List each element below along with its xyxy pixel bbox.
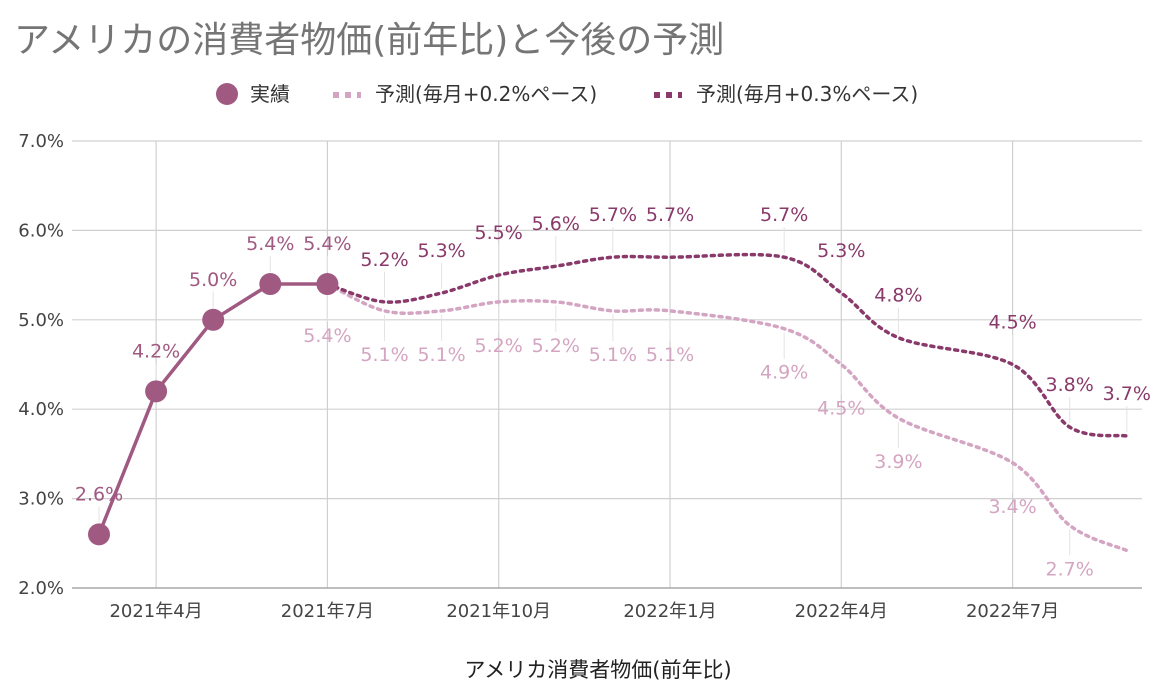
legend-label-actual: 実績 xyxy=(250,82,290,106)
data-label-actual: 5.4% xyxy=(246,233,294,255)
data-label-forecast-03: 5.5% xyxy=(475,222,523,244)
series-actual-point xyxy=(202,308,225,331)
data-label-forecast-03: 4.5% xyxy=(988,312,1036,334)
series-actual-point xyxy=(316,273,339,296)
data-labels: 2.6% 4.2% 5.0% 5.4% 5.4% 5.4% 5.1% 5.1% 5.2% 5.2%… xyxy=(75,204,1151,580)
data-label-forecast-02: 5.2% xyxy=(532,335,580,357)
label-leader-lines xyxy=(98,227,1128,556)
data-label-forecast-03: 5.7% xyxy=(760,204,808,226)
x-tick-label: 2021年10月 xyxy=(446,601,551,622)
data-label-forecast-03: 4.8% xyxy=(874,285,922,307)
data-label-actual: 4.2% xyxy=(132,340,180,362)
data-label-actual: 5.0% xyxy=(189,269,237,291)
series-forecast-03-line xyxy=(325,252,1129,438)
data-label-forecast-03: 5.7% xyxy=(646,204,694,226)
series xyxy=(88,252,1129,553)
y-axis-ticks: 2.0% 3.0% 4.0% 5.0% 6.0% 7.0% xyxy=(18,131,64,599)
data-label-forecast-02: 5.1% xyxy=(417,344,465,366)
data-label-forecast-03: 5.3% xyxy=(817,240,865,262)
data-label-forecast-02: 5.4% xyxy=(303,325,351,347)
data-label-forecast-03: 3.7% xyxy=(1103,383,1151,405)
legend-label-forecast-02: 予測(毎月+0.2%ペース) xyxy=(375,82,597,106)
series-actual-point xyxy=(88,523,110,546)
x-tick-label: 2021年4月 xyxy=(109,601,202,622)
data-label-forecast-02: 5.1% xyxy=(589,344,637,366)
data-label-actual: 5.4% xyxy=(303,233,351,255)
data-label-forecast-02: 4.5% xyxy=(817,398,865,420)
data-label-forecast-02: 3.4% xyxy=(988,496,1036,518)
y-tick-label: 2.0% xyxy=(18,578,64,599)
legend: 実績 予測(毎月+0.2%ペース) 予測(毎月+0.3%ペース) xyxy=(216,82,918,106)
data-label-forecast-03: 5.6% xyxy=(532,213,580,235)
data-label-forecast-03: 5.3% xyxy=(417,240,465,262)
y-tick-label: 3.0% xyxy=(18,489,64,510)
x-tick-label: 2022年7月 xyxy=(966,601,1059,622)
chart-title: アメリカの消費者物価(前年比)と今後の予測 xyxy=(14,20,724,61)
x-tick-label: 2022年1月 xyxy=(623,601,716,622)
data-label-actual: 2.6% xyxy=(75,483,123,505)
grid xyxy=(72,140,1142,589)
x-tick-label: 2022年4月 xyxy=(795,601,888,622)
data-label-forecast-02: 5.1% xyxy=(360,344,408,366)
x-axis-label: アメリカ消費者物価(前年比) xyxy=(464,658,731,682)
data-label-forecast-02: 4.9% xyxy=(760,362,808,384)
x-tick-label: 2021年7月 xyxy=(281,601,374,622)
y-tick-label: 4.0% xyxy=(18,399,64,420)
data-label-forecast-02: 2.7% xyxy=(1046,558,1094,580)
data-label-forecast-03: 5.2% xyxy=(360,249,408,271)
data-label-forecast-02: 5.1% xyxy=(646,344,694,366)
x-axis-ticks: 2021年4月 2021年7月 2021年10月 2022年1月 2022年4月 2022… xyxy=(109,601,1059,622)
data-label-forecast-02: 5.2% xyxy=(475,335,523,357)
series-actual-point xyxy=(259,273,282,296)
data-label-forecast-03: 5.7% xyxy=(589,204,637,226)
series-actual-point xyxy=(145,380,168,403)
data-label-forecast-02: 3.9% xyxy=(874,451,922,473)
legend-label-forecast-03: 予測(毎月+0.3%ペース) xyxy=(696,82,918,106)
data-label-forecast-03: 3.8% xyxy=(1046,374,1094,396)
y-tick-label: 7.0% xyxy=(18,131,64,152)
legend-marker-actual xyxy=(216,83,238,105)
series-forecast-02-line xyxy=(325,282,1129,553)
y-tick-label: 5.0% xyxy=(18,310,64,331)
y-tick-label: 6.0% xyxy=(18,220,64,241)
